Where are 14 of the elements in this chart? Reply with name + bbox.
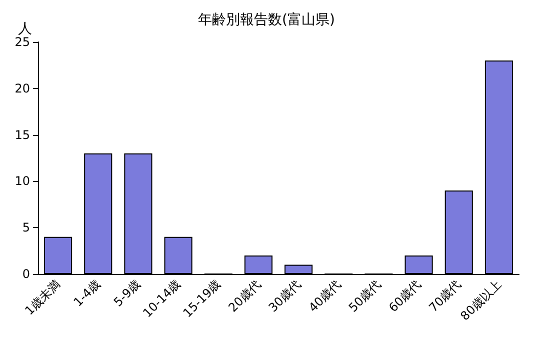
x-tick-label: 5-9歳 — [110, 277, 144, 310]
x-tick-label: 60歳代 — [386, 277, 424, 315]
x-tick-label: 30歳代 — [266, 277, 304, 315]
x-tick-label: 1-4歳 — [70, 277, 104, 310]
chart-title: 年齢別報告数(富山県) — [198, 12, 335, 28]
y-tick-label: 10 — [14, 174, 30, 188]
x-tick-label: 40歳代 — [306, 277, 344, 315]
x-tick-label: 20歳代 — [226, 277, 264, 315]
y-tick-label: 15 — [14, 128, 30, 142]
x-tick-label: 50歳代 — [346, 277, 384, 315]
y-tick-label: 5 — [22, 220, 30, 235]
y-tick-label: 25 — [14, 35, 30, 49]
y-tick-label: 20 — [14, 81, 30, 96]
y-axis-title: 人 — [18, 21, 32, 38]
